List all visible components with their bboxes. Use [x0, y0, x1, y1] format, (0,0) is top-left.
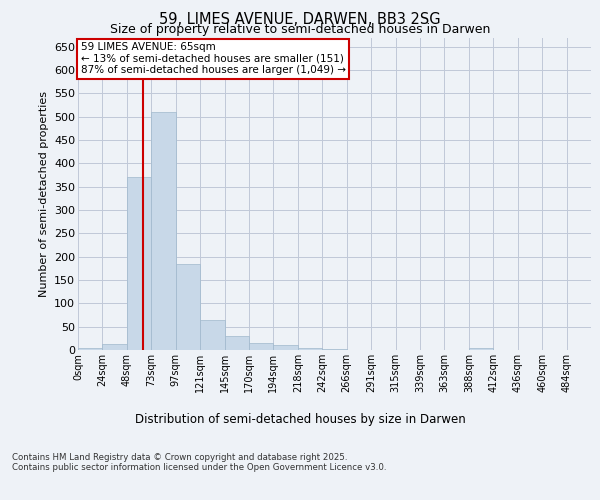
Bar [469, 348, 493, 350]
Bar [322, 349, 347, 350]
Text: Size of property relative to semi-detached houses in Darwen: Size of property relative to semi-detach… [110, 22, 490, 36]
Bar [249, 343, 274, 350]
Text: 59, LIMES AVENUE, DARWEN, BB3 2SG: 59, LIMES AVENUE, DARWEN, BB3 2SG [159, 12, 441, 28]
Bar [103, 344, 127, 350]
Text: 59 LIMES AVENUE: 65sqm
← 13% of semi-detached houses are smaller (151)
87% of se: 59 LIMES AVENUE: 65sqm ← 13% of semi-det… [80, 42, 346, 76]
Bar [78, 348, 103, 350]
Bar [200, 320, 224, 350]
Bar [151, 112, 176, 350]
Text: Distribution of semi-detached houses by size in Darwen: Distribution of semi-detached houses by … [134, 412, 466, 426]
Bar [224, 336, 249, 350]
Bar [176, 264, 200, 350]
Bar [298, 348, 322, 350]
Y-axis label: Number of semi-detached properties: Number of semi-detached properties [38, 91, 49, 296]
Bar [274, 346, 298, 350]
Text: Contains HM Land Registry data © Crown copyright and database right 2025.
Contai: Contains HM Land Registry data © Crown c… [12, 452, 386, 472]
Bar [127, 178, 151, 350]
